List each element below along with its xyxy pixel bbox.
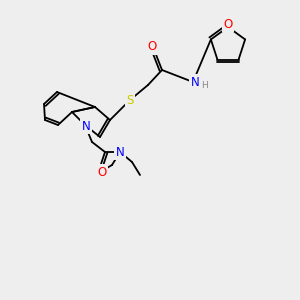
Text: N: N [116,146,124,158]
Text: O: O [98,166,106,178]
Text: S: S [126,94,134,106]
Text: O: O [147,40,157,53]
Text: N: N [190,76,200,88]
Text: H: H [201,82,207,91]
Text: O: O [224,17,232,31]
Text: N: N [82,119,90,133]
